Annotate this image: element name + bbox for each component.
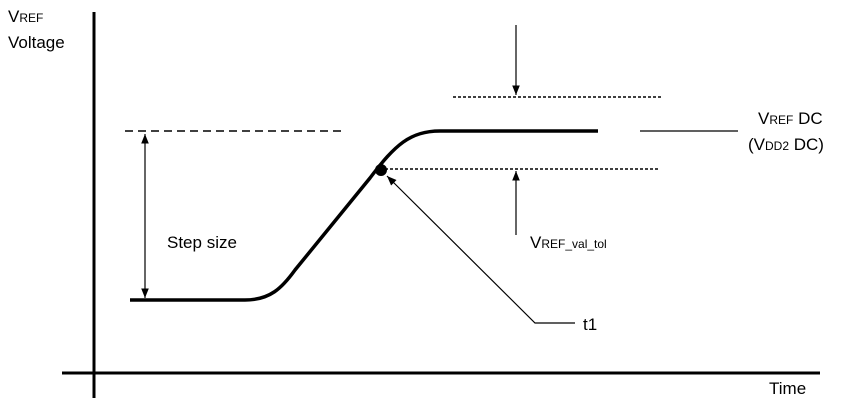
- t1-point: [375, 164, 387, 176]
- y-axis-label: VREF: [8, 7, 43, 26]
- x-axis-label: Time: [769, 379, 806, 398]
- t1-label: t1: [583, 315, 597, 334]
- tolerance-label: VREF_val_tol: [530, 233, 607, 252]
- waveform: [130, 129, 598, 302]
- vdd2-dc-label: (VDD2 DC): [748, 135, 824, 154]
- step-size-label: Step size: [167, 233, 237, 252]
- vref-dc-label: VREF DC: [758, 109, 823, 128]
- y-axis-label: Voltage: [8, 33, 65, 52]
- t1-leader: [386, 175, 575, 324]
